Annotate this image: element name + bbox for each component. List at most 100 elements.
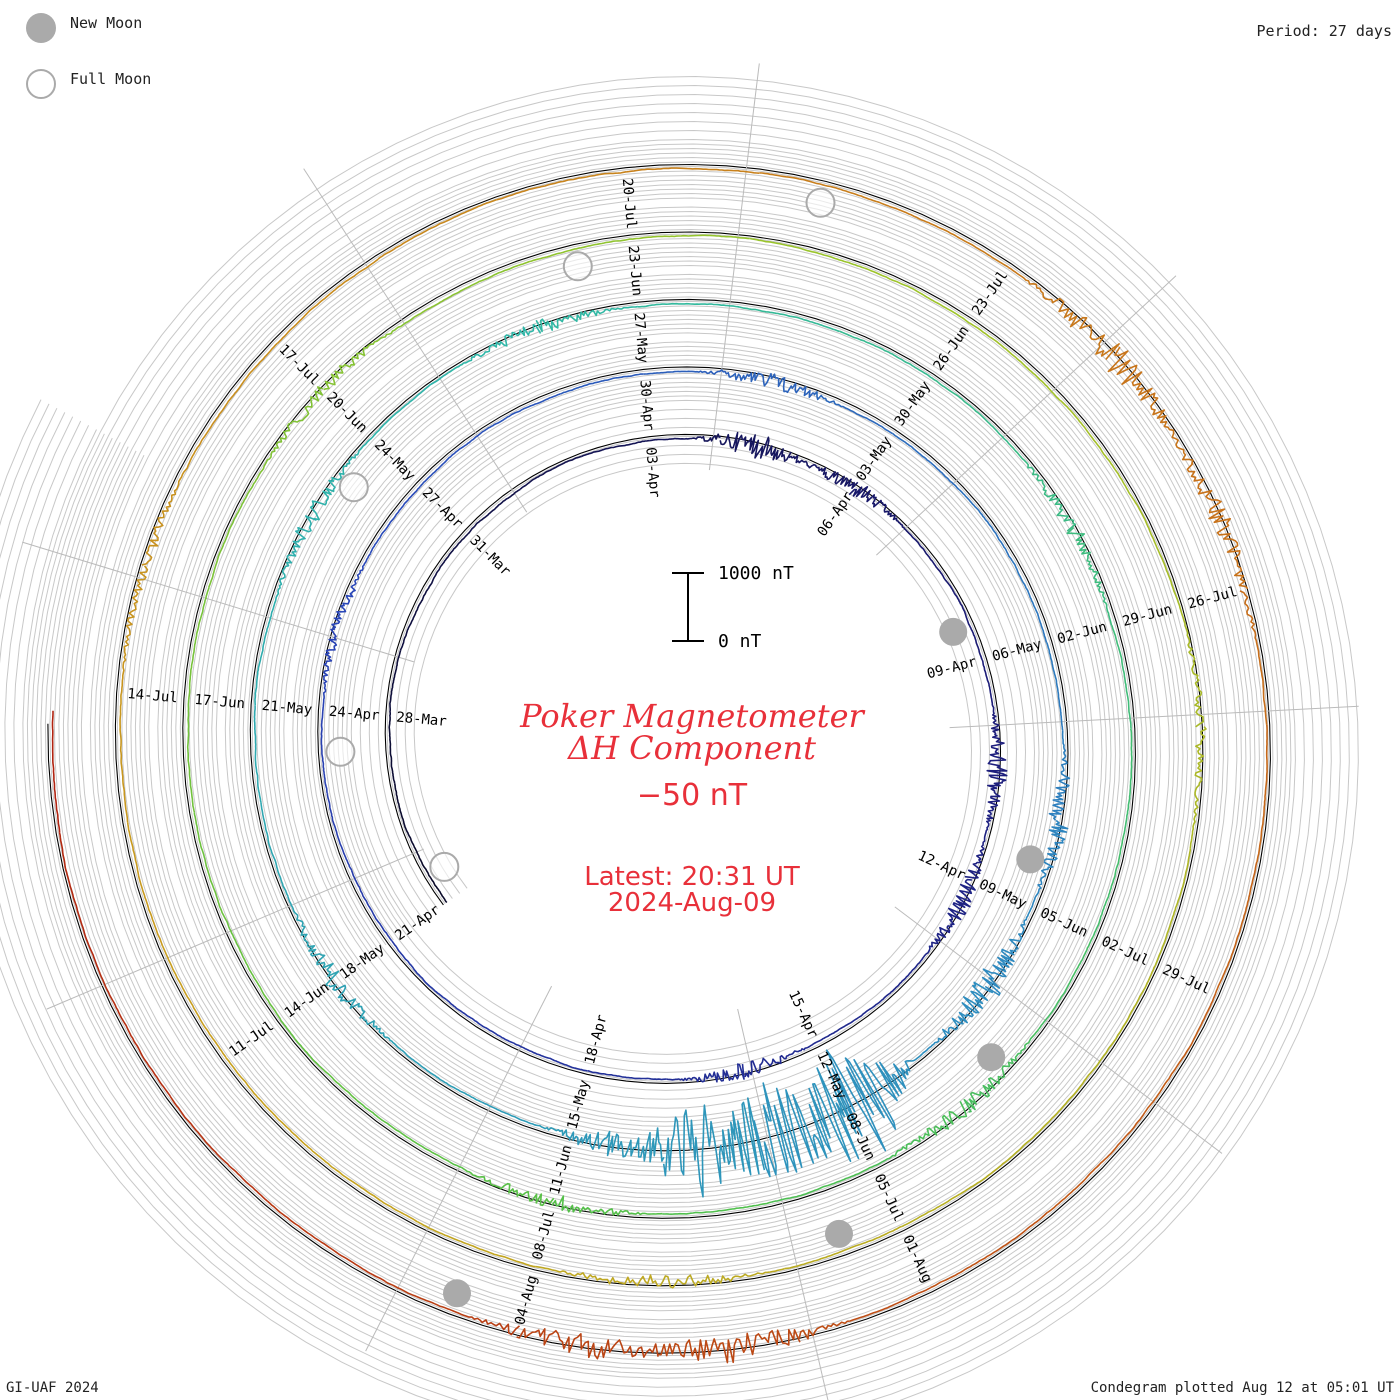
spiral-trace-segment [413,264,519,318]
full-moon-legend-label: Full Moon [70,70,152,88]
date-label: 24-Apr [328,704,380,724]
spiral-trace-segment [1214,861,1258,994]
date-label: 21-Apr [392,902,443,944]
spiral-trace-segment [1066,527,1113,626]
radial-spoke [949,705,1359,729]
spiral-trace-segment [260,802,289,897]
spiral-trace-segment [964,806,995,879]
date-label: 31-Mar [466,532,513,579]
spiral-trace-segment [1178,606,1205,728]
spiral-trace-segment [969,322,1061,401]
spiral-trace-segment [350,870,393,942]
spiral-trace-segment [496,171,627,201]
radial-spoke [737,1008,829,1400]
spiral-trace-segment [388,717,396,784]
spiral-trace-segment [119,693,129,823]
spiral-trace-segment [981,907,1033,996]
spiral-trace-segment [1059,399,1133,497]
spiral-trace-segment [1038,936,1094,1030]
date-label: 14-Jun [282,979,333,1021]
spiral-trace-segment [921,981,994,1055]
spiral-trace-segment [873,1101,968,1167]
full-moon-marker [562,251,593,282]
spiral-trace-segment [369,485,421,554]
spiral-trace-segment [1189,726,1207,849]
period-label: Period: 27 days [1256,22,1392,40]
spiral-trace-segment [516,1328,659,1360]
spiral-trace-segment [328,984,403,1051]
grid-ring [0,111,1323,1400]
date-label: 09-Apr [925,654,978,683]
new-moon-marker [825,1219,853,1248]
grid-ring [58,174,1260,1343]
plotted-timestamp: Condegram plotted Aug 12 at 05:01 UT [1090,1380,1394,1396]
spiral-trace-segment [322,628,338,712]
spiral-trace-segment [880,944,934,1002]
latest-date: 2024-Aug-09 [608,888,776,918]
spiral-trace-segment [51,710,61,833]
date-label: 12-Apr [915,848,968,884]
spiral-trace-segment [371,372,449,439]
grid-ring [76,192,1242,1325]
spiral-trace-segment [848,486,911,535]
spiral-trace-segment [1111,624,1132,729]
spiral-trace-segment [141,446,199,566]
date-label: 14-Jul [127,686,179,706]
spiral-trace-segment [1030,819,1069,909]
baseline-spiral [47,163,1271,1354]
grid-ring [0,84,1350,1400]
spiral-trace-segment [225,1056,313,1152]
spiral-trace-segment [225,920,282,1020]
spiral-trace-segment [186,699,196,813]
spiral-trace-segment [788,454,859,489]
spiral-trace-segment [744,1041,817,1078]
spiral-trace-segment [1154,848,1192,966]
spiral-trace-segment [419,430,485,487]
spiral-trace-segment [169,1095,268,1202]
spiral-trace-segment [126,822,164,947]
spiral-trace-segment [739,306,840,333]
spiral-trace-segment [953,591,984,661]
spiral-trace-segment [1186,462,1249,590]
date-label: 23-Jun [625,245,645,297]
spiral-trace-segment [266,1200,386,1282]
new-moon-marker [977,1043,1006,1072]
spiral-trace-segment [1092,834,1125,937]
spiral-trace-segment [963,1028,1040,1113]
spiral-trace-segment [581,439,650,458]
date-label: 11-Jul [226,1018,277,1060]
spiral-trace-segment [662,1201,772,1215]
spiral-trace-segment [399,588,429,651]
spiral-trace-segment [1091,965,1156,1072]
spiral-trace-segment [535,1265,661,1287]
spiral-trace-segment [401,1049,483,1103]
grid-layer [0,63,1359,1400]
scale-top-label: 1000 nT [718,563,794,584]
spiral-trace-segment [449,1161,555,1207]
spiral-trace-segment [909,533,955,593]
spiral-trace-segment [1046,642,1064,731]
spiral-trace-segment [784,1225,903,1270]
center-title: Poker Magnetometer ΔH Component −50 nT L… [519,697,865,918]
spiral-trace-segment [253,705,262,804]
spiral-trace-segment [323,316,415,391]
spiral-trace-segment [287,895,340,987]
radial-spoke [876,275,1177,556]
spiral-trace-segment [311,1150,418,1223]
grid-ring [0,93,1341,1400]
spiral-trace-segment [888,205,1009,268]
spiral-trace-segment [759,172,890,207]
spiral-trace-segment [1239,590,1268,725]
spiral-trace-segment [276,258,379,344]
latest-time: Latest: 20:31 UT [584,862,800,892]
spiral-trace-segment [770,1165,875,1204]
spiral-trace-segment [631,234,750,240]
spiral-trace-segment [1011,560,1048,643]
spiral-trace-segment [417,1220,536,1268]
spiral-trace-segment [1144,993,1217,1114]
new-moon-legend-icon [26,13,56,43]
spiral-trace-segment [815,1000,882,1044]
spiral-trace-segment [658,1328,801,1364]
spiral-trace-segment [931,878,976,945]
date-label: 20-Jul [619,178,639,230]
